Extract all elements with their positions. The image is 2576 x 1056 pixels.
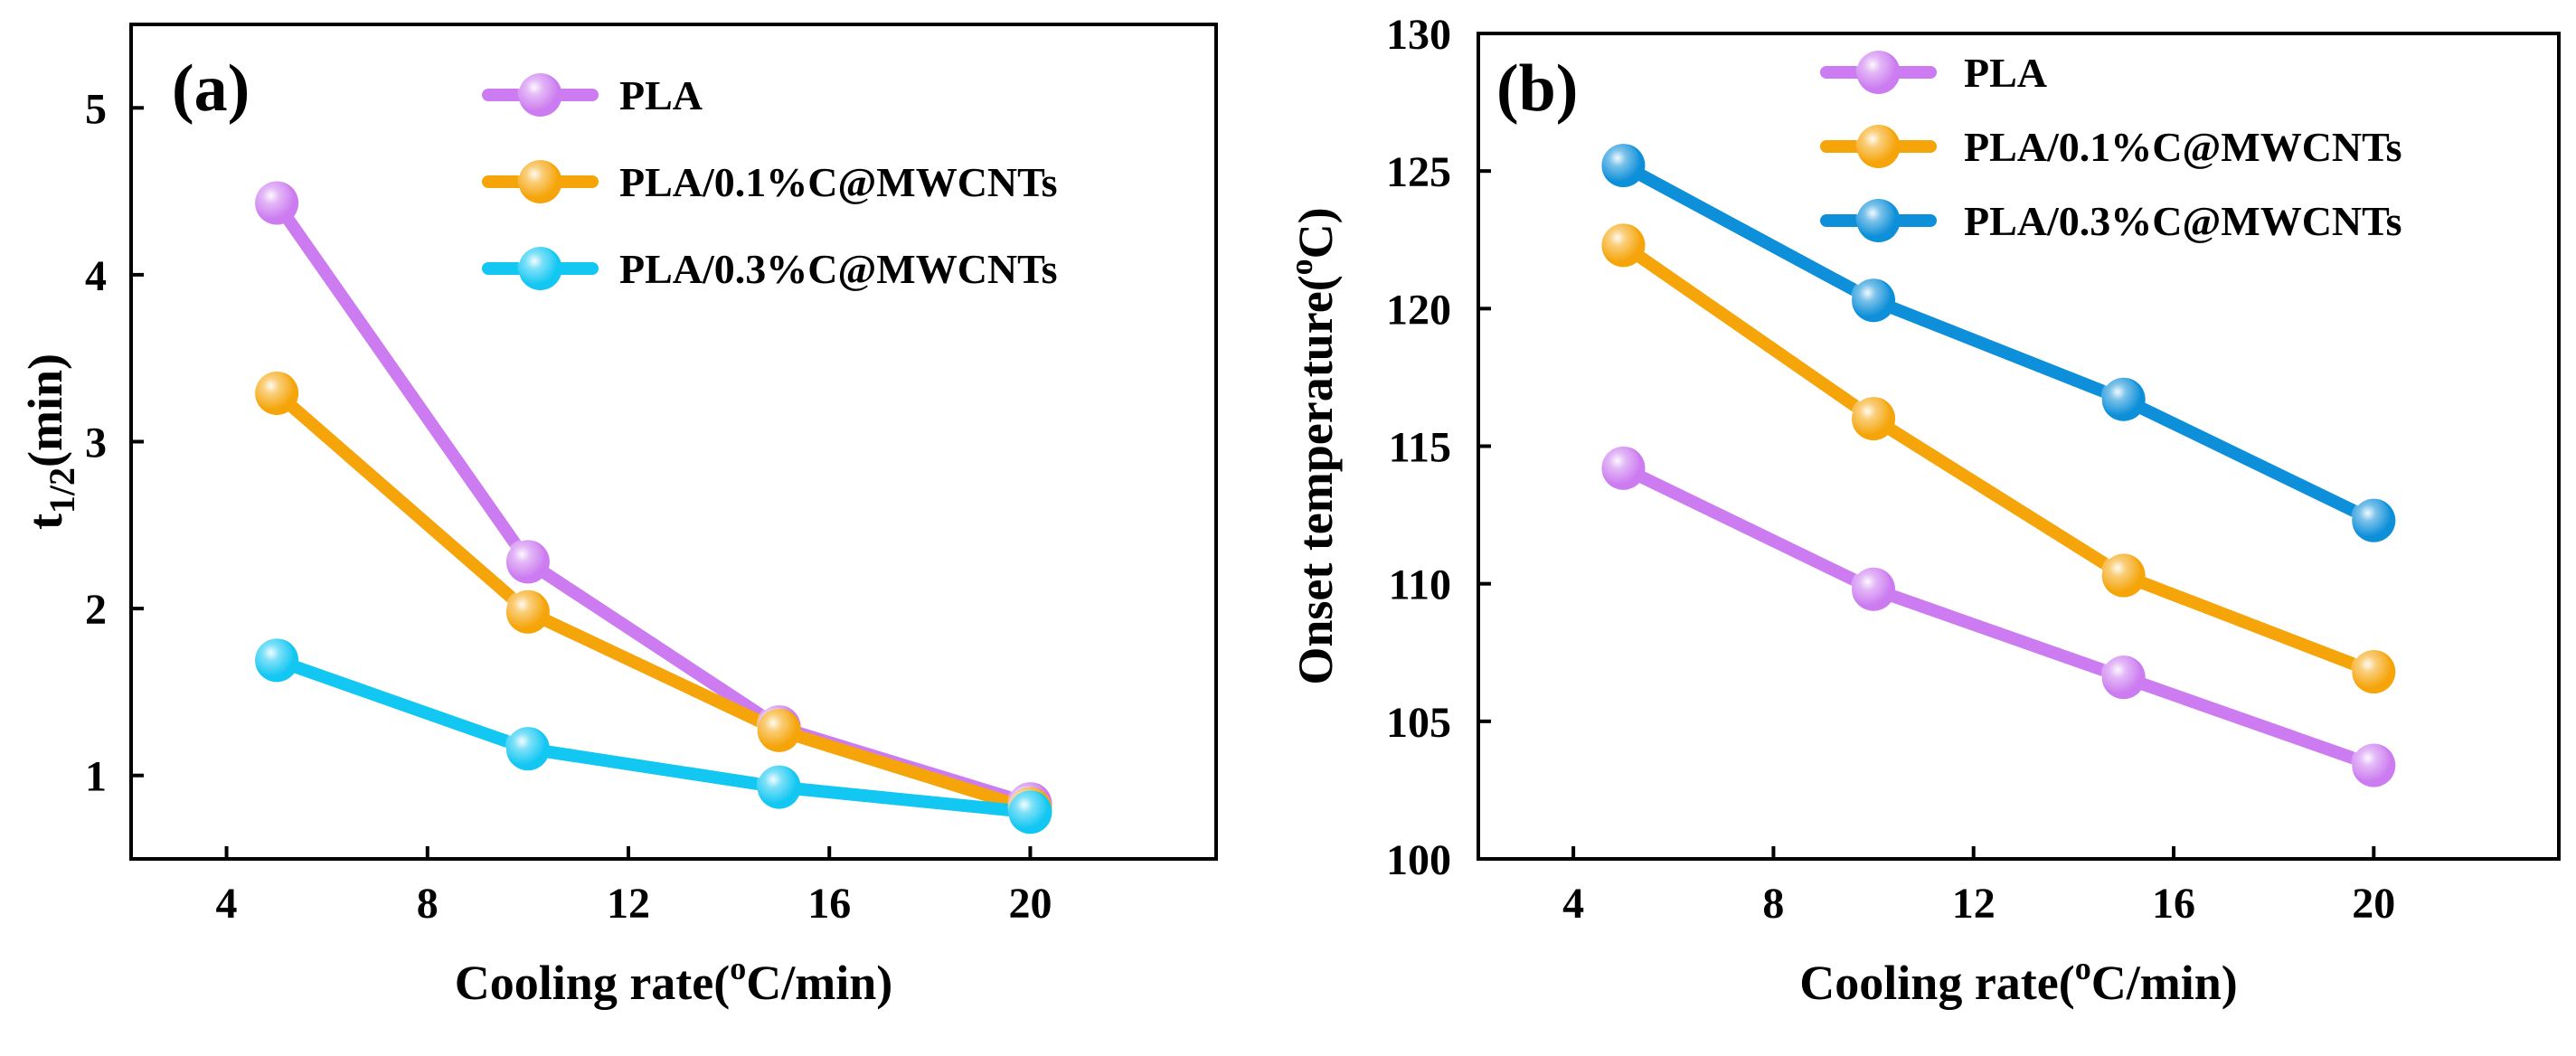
data-point-highlight bbox=[254, 370, 295, 410]
legend-label: PLA/0.3%C@MWCNTs bbox=[1964, 198, 2402, 244]
series-line bbox=[270, 196, 1037, 811]
x-tick-label: 16 bbox=[2152, 880, 2195, 928]
y-tick-label: 4 bbox=[85, 252, 107, 300]
legend-label: PLA bbox=[1964, 50, 2047, 96]
data-point-highlight bbox=[505, 726, 545, 767]
data-point-highlight bbox=[2100, 655, 2141, 695]
data-point-highlight bbox=[756, 707, 797, 748]
x-tick-label: 8 bbox=[1762, 880, 1784, 928]
y-tick-label: 5 bbox=[85, 85, 107, 133]
y-tick-label: 3 bbox=[85, 420, 107, 467]
x-tick-label: 4 bbox=[1562, 880, 1584, 928]
data-point-highlight bbox=[2100, 552, 2141, 593]
series-line bbox=[1617, 159, 2381, 527]
x-axis-title: Cooling rate(oC/min) bbox=[1799, 950, 2237, 1010]
series-line bbox=[270, 654, 1037, 819]
x-tick-label: 8 bbox=[417, 880, 439, 928]
y-tick-label: 120 bbox=[1386, 286, 1451, 334]
y-axis-title: t1/2(min) bbox=[18, 354, 82, 530]
data-point-highlight bbox=[1600, 445, 1641, 486]
legend-label: PLA/0.3%C@MWCNTs bbox=[619, 246, 1058, 292]
legend-marker-highlight bbox=[517, 246, 558, 286]
legend-marker-highlight bbox=[1855, 50, 1896, 90]
y-tick-label: 110 bbox=[1389, 561, 1451, 609]
legend-label: PLA bbox=[619, 72, 703, 118]
legend-marker-highlight bbox=[517, 159, 558, 199]
x-tick-label: 16 bbox=[807, 880, 851, 928]
data-point-highlight bbox=[2351, 497, 2392, 538]
x-tick-label: 20 bbox=[2352, 880, 2395, 928]
panel-label: (b) bbox=[1496, 52, 1578, 126]
legend-marker-highlight bbox=[1855, 198, 1896, 238]
plot-frame bbox=[129, 23, 1218, 861]
data-point-highlight bbox=[505, 589, 545, 629]
y-tick-label: 105 bbox=[1386, 699, 1451, 747]
data-point-highlight bbox=[2351, 742, 2392, 783]
x-tick-label: 12 bbox=[1952, 880, 1996, 928]
series-line bbox=[270, 386, 1037, 816]
legend: PLA PLA/0.1%C@MWCNTs PLA/0.3%C@MWCNTs bbox=[1820, 50, 2402, 244]
x-tick-label: 20 bbox=[1008, 880, 1052, 928]
data-point-highlight bbox=[505, 539, 545, 580]
y-tick-label: 1 bbox=[85, 753, 107, 801]
y-tick-label: 100 bbox=[1386, 836, 1451, 884]
legend-marker-highlight bbox=[1855, 124, 1896, 164]
data-point-highlight bbox=[1600, 143, 1641, 184]
y-tick-label: 130 bbox=[1386, 11, 1451, 59]
data-point-highlight bbox=[756, 764, 797, 805]
data-point-highlight bbox=[254, 180, 295, 221]
data-point-highlight bbox=[1600, 222, 1641, 263]
data-point-highlight bbox=[1851, 566, 1892, 607]
legend: PLA PLA/0.1%C@MWCNTs PLA/0.3%C@MWCNTs bbox=[482, 72, 1058, 292]
series-line bbox=[1617, 239, 2381, 679]
data-point-highlight bbox=[254, 637, 295, 678]
data-point-highlight bbox=[1851, 396, 1892, 437]
y-tick-label: 125 bbox=[1386, 148, 1451, 196]
series-line bbox=[1617, 461, 2381, 772]
x-tick-label: 4 bbox=[216, 880, 238, 928]
legend-label: PLA/0.1%C@MWCNTs bbox=[1964, 124, 2402, 170]
panel-b-chart: 4 8 12 16 20 100 105 110 115 120 125 130 Cooling rat… bbox=[1283, 11, 2561, 1010]
legend-label: PLA/0.1%C@MWCNTs bbox=[619, 159, 1058, 205]
data-point-highlight bbox=[2100, 376, 2141, 417]
legend-marker-highlight bbox=[517, 72, 558, 112]
data-point-highlight bbox=[1851, 278, 1892, 318]
x-axis-title: Cooling rate(oC/min) bbox=[455, 950, 892, 1010]
panel-label: (a) bbox=[172, 52, 250, 126]
data-point-highlight bbox=[2351, 649, 2392, 690]
x-tick-label: 12 bbox=[607, 880, 650, 928]
y-tick-label: 115 bbox=[1389, 424, 1451, 472]
data-point-highlight bbox=[1007, 789, 1048, 830]
y-axis-title: Onset temperature(oC) bbox=[1283, 207, 1343, 684]
y-tick-label: 2 bbox=[85, 586, 107, 634]
